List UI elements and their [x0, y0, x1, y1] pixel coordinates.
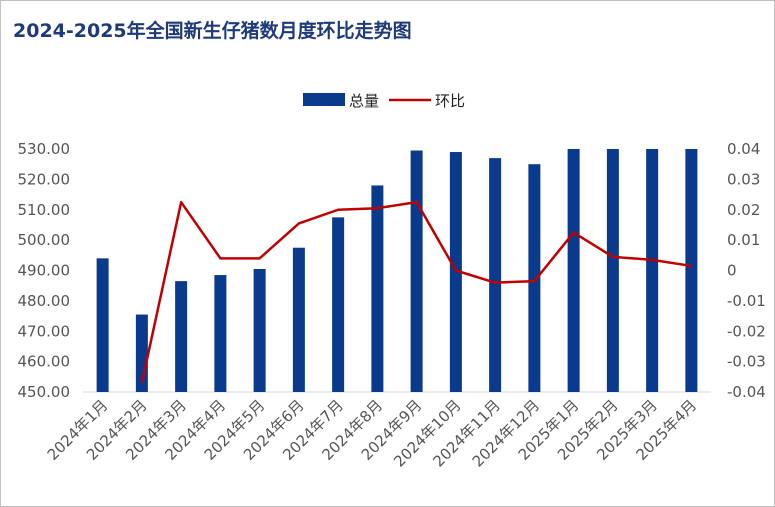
chart-title: 2024-2025年全国新生仔猪数月度环比走势图	[13, 20, 412, 42]
bar-14	[646, 149, 659, 392]
y-left-tick-label: 470.00	[18, 322, 71, 340]
bar-3	[214, 275, 227, 392]
y-left-tick-label: 510.00	[18, 201, 71, 219]
y-right-tick-label: -0.01	[727, 292, 766, 310]
bar-11	[528, 164, 541, 392]
y-right-tick-label: 0.04	[727, 140, 760, 158]
legend: 总量 环比	[303, 92, 465, 110]
legend-label-line: 环比	[435, 92, 465, 110]
bar-15	[685, 149, 698, 392]
bar-5	[292, 247, 305, 392]
y-left-tick-label: 450.00	[18, 383, 71, 401]
y-left-tick-label: 490.00	[18, 262, 71, 280]
y-left-tick-label: 530.00	[18, 140, 71, 158]
bar-6	[332, 217, 345, 392]
bar-7	[371, 185, 384, 392]
y-right-tick-label: 0.02	[727, 201, 760, 219]
bar-10	[489, 158, 502, 392]
x-axis: 2024年1月2024年2月2024年3月2024年4月2024年5月2024年…	[44, 396, 700, 470]
bar-8	[410, 150, 423, 392]
y-right-tick-label: 0.01	[727, 231, 760, 249]
y-right-tick-label: 0	[727, 262, 737, 280]
line-series	[140, 200, 692, 384]
y-left-tick-label: 480.00	[18, 292, 71, 310]
y-right-tick-label: 0.03	[727, 170, 760, 188]
y-left-tick-label: 500.00	[18, 231, 71, 249]
y-axis-right: -0.04 -0.03 -0.02 -0.01 0 0.01 0.02 0.03 0.04	[727, 140, 766, 401]
bar-0	[96, 258, 109, 392]
legend-swatch-bar	[303, 93, 345, 106]
y-left-tick-label: 460.00	[18, 353, 71, 371]
y-right-tick-label: -0.03	[727, 353, 766, 371]
bar-12	[567, 149, 580, 392]
y-right-tick-label: -0.04	[727, 383, 766, 401]
y-left-tick-label: 520.00	[18, 170, 71, 188]
bar-9	[449, 152, 462, 392]
bar-13	[606, 149, 619, 392]
legend-label-bar: 总量	[349, 92, 379, 110]
y-right-tick-label: -0.02	[727, 322, 766, 340]
bar-2	[175, 281, 188, 392]
y-axis-left: 450.00 460.00 470.00 480.00 490.00 500.00 510.…	[18, 140, 71, 401]
bar-4	[253, 268, 266, 392]
bar-series	[96, 149, 698, 392]
